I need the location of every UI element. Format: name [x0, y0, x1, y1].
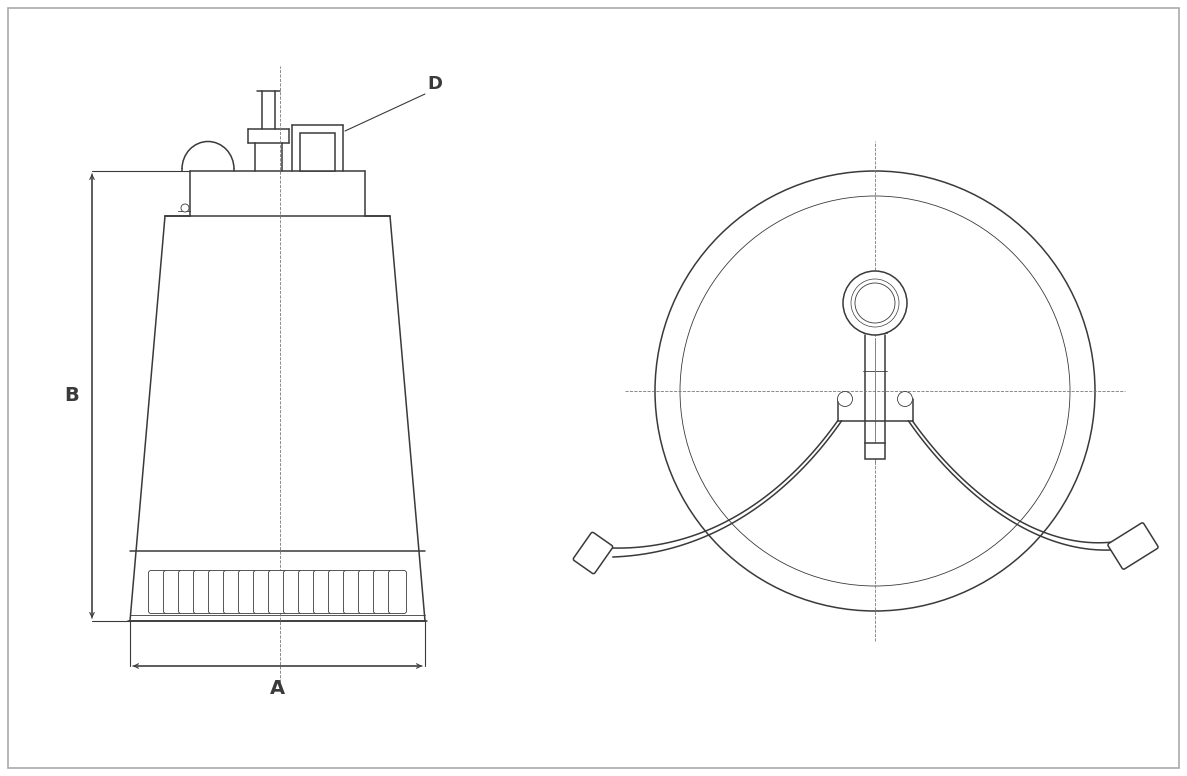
FancyBboxPatch shape — [329, 570, 347, 614]
FancyBboxPatch shape — [148, 570, 166, 614]
Circle shape — [855, 283, 895, 323]
FancyBboxPatch shape — [298, 570, 317, 614]
FancyBboxPatch shape — [374, 570, 392, 614]
Circle shape — [897, 392, 913, 407]
Circle shape — [843, 271, 907, 335]
Text: D: D — [427, 75, 443, 93]
Circle shape — [680, 196, 1069, 586]
FancyBboxPatch shape — [388, 570, 406, 614]
FancyBboxPatch shape — [358, 570, 376, 614]
FancyBboxPatch shape — [268, 570, 286, 614]
FancyBboxPatch shape — [223, 570, 241, 614]
Circle shape — [838, 392, 852, 407]
Text: A: A — [269, 678, 285, 698]
Bar — [865, 443, 886, 459]
Text: B: B — [64, 386, 80, 406]
FancyBboxPatch shape — [178, 570, 197, 614]
FancyBboxPatch shape — [193, 570, 211, 614]
Circle shape — [655, 171, 1094, 611]
FancyBboxPatch shape — [239, 570, 256, 614]
FancyBboxPatch shape — [573, 532, 612, 573]
FancyBboxPatch shape — [254, 570, 272, 614]
FancyBboxPatch shape — [343, 570, 362, 614]
Circle shape — [180, 204, 189, 212]
FancyBboxPatch shape — [164, 570, 182, 614]
FancyBboxPatch shape — [313, 570, 331, 614]
Bar — [300, 133, 335, 171]
FancyBboxPatch shape — [284, 570, 301, 614]
FancyBboxPatch shape — [209, 570, 227, 614]
FancyBboxPatch shape — [1107, 523, 1159, 570]
